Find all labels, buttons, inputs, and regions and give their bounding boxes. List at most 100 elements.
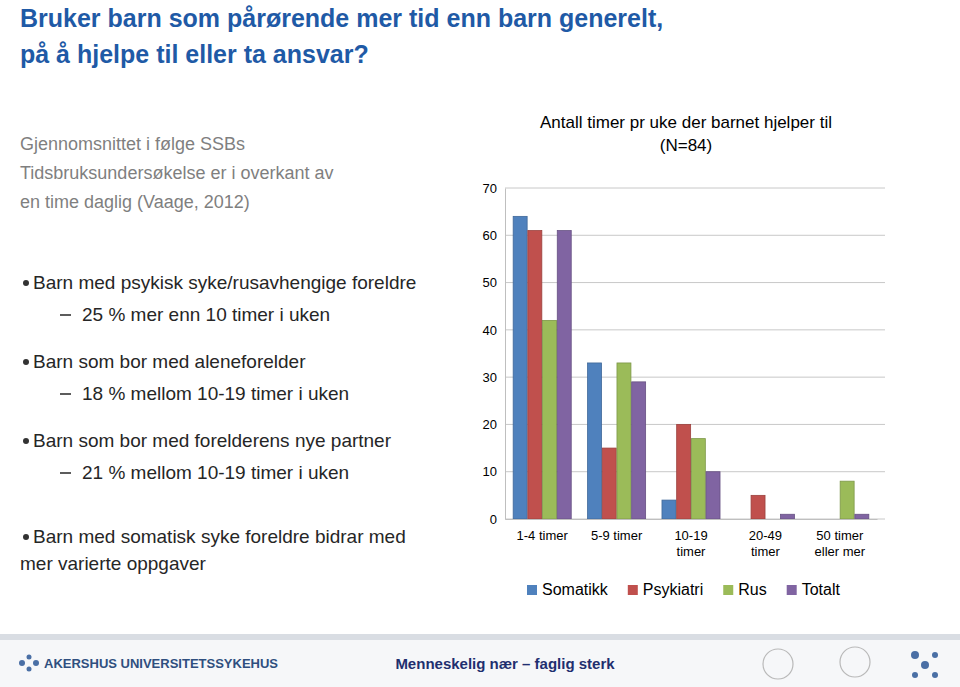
bar-series [528,231,765,519]
logo-dot [27,655,32,660]
y-tick-label: 0 [490,512,497,527]
logo-dot [921,661,929,669]
x-tick-label-line: 50 timer [816,528,864,543]
legend-label: Somatikk [542,581,609,598]
bar [811,519,825,520]
bar [736,519,750,520]
bullet-text: Barn som bor med forelderens nye partner [33,430,392,451]
legend-label: Rus [738,581,766,598]
legend-swatch [723,585,733,595]
logo-dot [932,652,938,658]
x-tick: 10-19timer [674,519,707,559]
bullet-text: Barn med somatisk syke foreldre bidrar m… [33,526,406,547]
grid [505,188,885,519]
logo-dot [19,660,25,666]
logo-dot [912,672,918,678]
x-axis-line [506,519,878,520]
legend-swatch [787,585,797,595]
x-axis: 1-4 timer5-9 timer10-19timer20-49timer50… [506,519,878,559]
x-tick-label: 1-4 timer [517,528,569,543]
sub-dash [60,472,71,474]
bullet-dot [23,280,29,286]
bar [617,363,631,519]
legend-swatch [628,585,638,595]
bullets: Barn med psykisk syke/rusavhengige forel… [20,272,416,574]
logo-dot [932,672,938,678]
y-tick: 70 [483,181,505,196]
y-tick-label: 20 [483,417,497,432]
bullet-dot [23,534,29,540]
y-tick: 0 [490,512,505,527]
y-axis: 0 10 20 30 40 50 60 70 [483,181,506,527]
x-tick-label-line: 20-49 [749,528,782,543]
bullet-text: Barn som bor med aleneforelder [33,351,306,372]
x-tick-label: 20-49timer [749,528,782,559]
bullet-text: mer varierte oppgaver [20,553,207,574]
x-tick: 50 timereller mer [815,519,866,559]
bars [513,216,869,519]
x-tick: 20-49timer [749,519,782,559]
x-tick-label-line: 10-19 [674,528,707,543]
slide: Bruker barn som pårørende mer tid enn ba… [0,0,960,687]
grid-line [505,188,885,189]
legend-swatch [527,585,537,595]
x-tick: 5-9 timer [591,519,643,543]
y-tick: 30 [483,370,505,385]
chart-title: Antall timer pr uke der barnet hjelper t… [540,113,832,132]
bar [602,448,616,519]
bar-series [557,231,869,519]
legend-item: Rus [723,581,766,598]
legend-item: Psykiatri [628,581,703,598]
logo-dot [911,651,919,659]
x-tick-label: 5-9 timer [591,528,643,543]
bar [766,519,780,520]
legend: Somatikk Psykiatri Rus Totalt [527,581,841,598]
chart: Antall timer pr uke der barnet hjelper t… [483,113,885,598]
sub-dash [60,314,71,316]
y-tick-label: 30 [483,370,497,385]
bar [780,514,794,519]
y-tick: 60 [483,228,505,243]
x-tick-label-line: eller mer [815,544,866,559]
footer-band [0,634,960,640]
x-tick-label-line: timer [751,544,781,559]
footer: AKERSHUS UNIVERSITETSSYKEHUS Menneskelig … [0,634,960,687]
sub-bullet-text: 21 % mellom 10-19 timer i uken [82,462,349,483]
x-tick: 1-4 timer [517,519,569,543]
footer-seal [763,649,793,679]
bar [691,439,705,519]
footer-slogan: Menneskelig nær – faglig sterk [395,655,615,672]
y-tick: 50 [483,275,505,290]
bar-series [513,216,676,519]
y-tick-label: 40 [483,323,497,338]
y-tick-label: 50 [483,275,497,290]
footer-org: AKERSHUS UNIVERSITETSSYKEHUS [44,656,278,671]
slide-title: Bruker barn som pårørende mer tid enn ba… [20,4,663,68]
title-line: på å hjelpe til eller ta ansvar? [20,40,369,68]
bar [543,320,557,519]
y-tick: 40 [483,323,505,338]
x-tick-label: 50 timereller mer [815,528,866,559]
bar [632,382,646,519]
y-tick: 10 [483,464,505,479]
bar [706,472,720,519]
legend-label: Totalt [802,581,841,598]
bullet-dot [23,359,29,365]
bar [855,514,869,519]
bar [751,495,765,519]
sub-bullet-text: 25 % mer enn 10 timer i uken [82,304,330,325]
logo-dot [33,660,39,666]
note-line: Tidsbruksundersøkelse er i overkant av [20,163,333,183]
bar-series [543,320,855,519]
chart-subtitle: (N=84) [660,136,712,155]
sub-bullet-text: 18 % mellom 10-19 timer i uken [82,383,349,404]
bullet-dot [23,438,29,444]
y-tick-label: 10 [483,464,497,479]
bar [825,519,839,520]
note-line: en time daglig (Vaage, 2012) [20,192,250,212]
x-tick-label-line: timer [677,544,707,559]
bar [528,231,542,519]
bar [513,216,527,519]
bar [840,481,854,519]
legend-item: Somatikk [527,581,609,598]
